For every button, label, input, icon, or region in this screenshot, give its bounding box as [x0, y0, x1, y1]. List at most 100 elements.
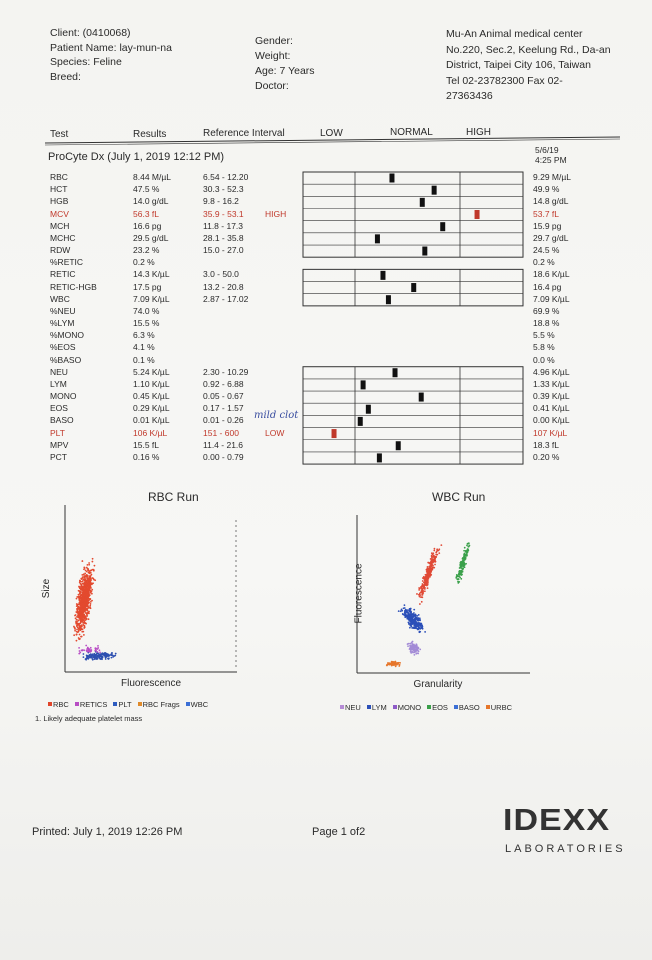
scatter-dot	[411, 645, 414, 647]
scatter-dot	[429, 570, 432, 573]
scatter-dot	[421, 589, 424, 592]
scatter-dot	[84, 599, 86, 602]
scatter-dot	[410, 641, 413, 644]
scatter-dot	[406, 643, 409, 645]
previous-result: 4.96 K/µL	[533, 366, 570, 377]
scatter-dot	[84, 572, 87, 575]
scatter-dot	[459, 563, 462, 566]
test-result: 14.0 g/dL	[133, 196, 169, 207]
legend-swatch	[427, 705, 432, 709]
previous-result: 5.5 %	[533, 330, 555, 341]
scatter-dot	[419, 624, 421, 627]
test-result: 47.5 %	[133, 184, 160, 195]
scatter-dot	[464, 557, 467, 560]
reference-interval: 35.9 - 53.1	[203, 208, 244, 219]
scatter-dot	[82, 598, 85, 601]
scatter-dot	[80, 635, 82, 638]
previous-result: 18.8 %	[533, 318, 560, 329]
scatter-dot	[406, 617, 409, 620]
scatter-dot	[76, 615, 78, 618]
previous-result: 0.41 K/µL	[533, 403, 570, 414]
scatter-dot	[459, 576, 462, 579]
legend-swatch	[485, 705, 490, 709]
scatter-dot	[408, 623, 411, 625]
scatter-dot	[408, 626, 411, 629]
scatter-dot	[79, 582, 82, 585]
previous-date: 5/6/19	[535, 145, 559, 155]
scatter-dot	[85, 595, 88, 598]
scatter-dot	[107, 655, 110, 658]
previous-result: 15.9 pg	[533, 220, 562, 231]
scatter-dot	[461, 565, 463, 568]
test-name: %NEU	[50, 305, 76, 316]
scatter-dot	[88, 570, 91, 573]
scatter-dot	[87, 568, 90, 570]
scatter-dot	[81, 574, 84, 576]
scatter-dot	[411, 620, 414, 623]
result-marker	[357, 416, 363, 426]
scatter-dot	[438, 552, 441, 555]
reference-interval: 28.1 - 35.8	[203, 232, 244, 243]
scatter-dot	[387, 662, 389, 664]
scatter-dot	[77, 627, 80, 630]
test-name: RDW	[50, 245, 71, 256]
scatter-dot	[430, 564, 433, 567]
scatter-dot	[421, 580, 424, 582]
test-result: 5.24 K/µL	[133, 366, 170, 377]
scatter-dot	[461, 557, 464, 560]
scatter-dot	[82, 603, 85, 606]
scatter-plot	[64, 505, 237, 673]
previous-result: 0.20 %	[533, 451, 560, 462]
legend-label: RETICS	[79, 700, 108, 709]
scatter-dot	[96, 654, 98, 657]
y-axis-label: Size	[41, 578, 53, 598]
test-result: 0.16 %	[133, 451, 160, 462]
scatter-dot	[93, 658, 96, 660]
test-name: MCV	[50, 208, 69, 219]
patient-info: Age: 7 Years	[255, 65, 315, 77]
scatter-dot	[87, 587, 89, 590]
previous-result: 69.9 %	[533, 305, 560, 316]
patient-info: Gender:	[255, 35, 293, 47]
scatter-dot	[83, 586, 85, 589]
scatter-dot	[89, 649, 92, 652]
scatter-dot	[435, 551, 438, 554]
column-header: Test	[50, 129, 69, 140]
client-info: Breed:	[50, 70, 81, 83]
scatter-dot	[392, 663, 395, 666]
scatter-dot	[74, 617, 77, 620]
scatter-dot	[76, 606, 79, 609]
scatter-dot	[422, 577, 425, 580]
scatter-dot	[86, 575, 89, 577]
scatter-dot	[417, 652, 420, 655]
scatter-dot	[77, 613, 80, 616]
scatter-dot	[423, 590, 426, 593]
scatter-dot	[430, 568, 433, 571]
scatter-dot	[74, 614, 76, 617]
scatter-dot	[79, 619, 82, 622]
scatter-dot	[407, 621, 410, 624]
scatter-dot	[457, 573, 460, 575]
scatter-dot	[76, 631, 79, 634]
scatter-dot	[80, 600, 83, 602]
scatter-dot	[463, 552, 466, 555]
scatter-dot	[410, 618, 413, 621]
test-result: 23.2 %	[133, 245, 160, 256]
scatter-dot	[424, 631, 427, 633]
scatter-dot	[79, 591, 81, 594]
scatter-dot	[92, 582, 94, 585]
scatter-dot	[98, 654, 101, 657]
scatter-dot	[429, 566, 432, 569]
test-result: 56.3 fL	[133, 208, 159, 219]
test-result: 106 K/µL	[133, 427, 168, 438]
scatter-dot	[407, 618, 410, 621]
scatter-dot	[412, 618, 415, 621]
previous-result: 5.8 %	[533, 342, 555, 353]
scatter-dot	[91, 599, 93, 602]
scatter-dot	[416, 646, 419, 649]
scatter-dot	[83, 567, 86, 569]
test-result: 0.01 K/µL	[133, 415, 170, 426]
scatter-dot	[78, 650, 81, 652]
scatter-dot	[98, 657, 101, 659]
